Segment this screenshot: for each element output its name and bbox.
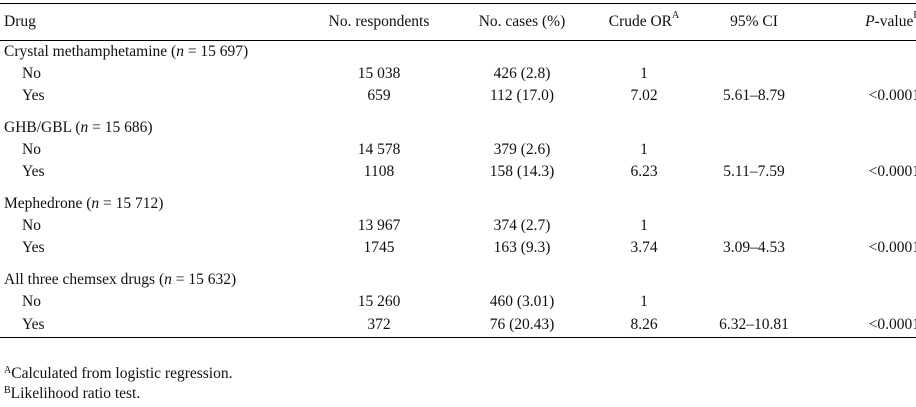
pvalue-label-p: P <box>865 13 875 30</box>
crude-or-label: Crude OR <box>608 13 673 30</box>
pvalue-cell: <0.0001 <box>868 87 916 104</box>
table-row: Yes 659 112 (17.0) 7.02 5.61–8.79 <0.0001 <box>0 85 916 107</box>
respondents-cell: 15 038 <box>357 65 401 82</box>
footnote-text: Calculated from logistic regression. <box>11 365 233 382</box>
pvalue-footnote-mark: B <box>913 10 916 21</box>
cases-cell: 76 (20.43) <box>454 313 590 338</box>
footnote-text: Likelihood ratio test. <box>10 385 141 402</box>
crude-or-cell: 6.23 <box>630 163 658 180</box>
group-label: Mephedrone (n = 15 712) <box>4 195 164 212</box>
group-spacer <box>0 183 916 193</box>
table-row: Yes 372 76 (20.43) 8.26 6.32–10.81 <0.0001 <box>0 313 916 338</box>
respondents-cell: 659 <box>367 87 391 104</box>
crude-or-cell: 1 <box>640 141 648 158</box>
group-spacer <box>0 107 916 117</box>
crude-or-cell: 8.26 <box>590 313 698 338</box>
header-row: Drug No. respondents No. cases (%) Crude… <box>0 3 916 41</box>
group-label: Crystal methamphetamine (n = 15 697) <box>4 43 249 60</box>
respondents-cell: 1745 <box>363 239 395 256</box>
respondents-cell: 13 967 <box>357 217 401 234</box>
col-header-respondents: No. respondents <box>304 3 454 41</box>
crude-or-cell: 1 <box>640 217 648 234</box>
ci-cell: 5.61–8.79 <box>723 87 785 104</box>
cases-cell: 379 (2.6) <box>493 141 551 158</box>
footnote-mark: B <box>4 385 11 396</box>
cases-cell: 163 (9.3) <box>493 239 551 256</box>
table-row: No 15 260 460 (3.01) 1 <box>0 291 916 313</box>
cases-cell: 112 (17.0) <box>490 87 554 104</box>
pvalue-cell: <0.0001 <box>868 163 916 180</box>
group-label: GHB/GBL (n = 15 686) <box>4 119 153 136</box>
crude-or-cell: 1 <box>640 65 648 82</box>
respondents-cell: 15 260 <box>357 293 401 310</box>
pvalue-cell <box>810 139 916 161</box>
table-row: No 15 038 426 (2.8) 1 <box>0 63 916 85</box>
respondents-cell: 14 578 <box>357 141 401 158</box>
table-row: Yes 1108 158 (14.3) 6.23 5.11–7.59 <0.0001 <box>0 161 916 183</box>
pvalue-label-rest: -value <box>874 13 914 30</box>
spacer-cell <box>0 107 916 117</box>
col-header-pvalue: P-valueB <box>810 3 916 41</box>
data-table: Drug No. respondents No. cases (%) Crude… <box>0 3 916 338</box>
col-header-crude-or: Crude ORA <box>590 3 698 41</box>
group-spacer <box>0 259 916 269</box>
level-cell: No <box>22 65 41 82</box>
cases-cell: 426 (2.8) <box>493 65 551 82</box>
ci-cell <box>698 291 810 313</box>
pvalue-cell <box>810 291 916 313</box>
ci-cell <box>698 63 810 85</box>
group-header-row: Crystal methamphetamine (n = 15 697) <box>0 41 916 64</box>
spacer-cell <box>0 259 916 269</box>
col-header-drug: Drug <box>0 3 304 41</box>
footnote-mark: A <box>4 365 12 376</box>
ci-cell <box>698 215 810 237</box>
pvalue-cell: <0.0001 <box>810 313 916 338</box>
ci-cell: 3.09–4.53 <box>723 239 785 256</box>
ci-cell: 5.11–7.59 <box>723 163 785 180</box>
cases-cell: 374 (2.7) <box>493 217 551 234</box>
col-header-ci: 95% CI <box>698 3 810 41</box>
col-header-cases: No. cases (%) <box>454 3 590 41</box>
level-cell: No <box>22 217 41 234</box>
group-header-row: All three chemsex drugs (n = 15 632) <box>0 269 916 291</box>
footnote: ACalculated from logistic regression. <box>4 364 232 384</box>
table-row: No 13 967 374 (2.7) 1 <box>0 215 916 237</box>
pvalue-cell <box>810 63 916 85</box>
respondents-cell: 372 <box>304 313 454 338</box>
crude-or-cell: 3.74 <box>630 239 658 256</box>
crude-or-cell: 1 <box>640 293 648 310</box>
crude-or-cell: 7.02 <box>630 87 658 104</box>
footnotes: ACalculated from logistic regression. BLi… <box>4 364 232 404</box>
cases-cell: 158 (14.3) <box>489 163 555 180</box>
level-cell: Yes <box>22 239 45 256</box>
table-body: Crystal methamphetamine (n = 15 697) No 15… <box>0 41 916 338</box>
pvalue-cell <box>810 215 916 237</box>
table-row: Yes 1745 163 (9.3) 3.74 3.09–4.53 <0.0001 <box>0 237 916 259</box>
table-row: No 14 578 379 (2.6) 1 <box>0 139 916 161</box>
level-cell: Yes <box>22 87 45 104</box>
footnote: BLikelihood ratio test. <box>4 384 232 404</box>
crude-or-footnote-mark: A <box>672 10 680 21</box>
level-cell: No <box>22 293 41 310</box>
group-label: All three chemsex drugs (n = 15 632) <box>4 271 237 288</box>
level-cell: Yes <box>0 313 304 338</box>
spacer-cell <box>0 183 916 193</box>
group-header-row: GHB/GBL (n = 15 686) <box>0 117 916 139</box>
ci-cell <box>698 139 810 161</box>
cases-cell: 460 (3.01) <box>489 293 555 310</box>
pvalue-cell: <0.0001 <box>868 239 916 256</box>
respondents-cell: 1108 <box>363 163 395 180</box>
level-cell: Yes <box>22 163 45 180</box>
ci-cell: 6.32–10.81 <box>698 313 810 338</box>
level-cell: No <box>22 141 41 158</box>
pvalue-label: P-value <box>865 13 913 30</box>
group-header-row: Mephedrone (n = 15 712) <box>0 193 916 215</box>
